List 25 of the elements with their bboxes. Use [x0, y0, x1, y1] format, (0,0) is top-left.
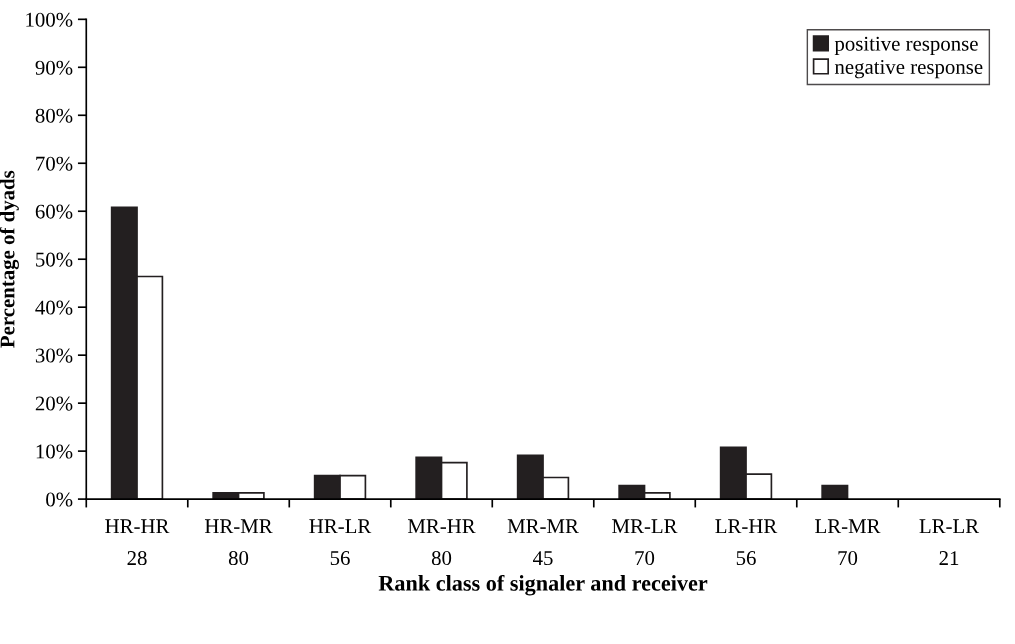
x-tick-label: LR-LR 21	[919, 519, 980, 565]
y-tick-label: 10%	[36, 444, 73, 459]
legend-label: positive response	[834, 36, 978, 56]
x-tick-label: MR-LR 70	[612, 519, 678, 566]
y-tick-label: 30%	[35, 348, 73, 363]
y-tick-label: 0%	[46, 492, 73, 507]
bar	[821, 484, 849, 500]
x-tick-label: HR-LR 56	[309, 519, 372, 566]
x-tick-label: MR-HR 80	[407, 519, 476, 566]
y-tick-label: 100%	[26, 12, 73, 27]
y-tick-label: 70%	[36, 156, 73, 171]
y-tick-label: 80%	[35, 108, 73, 123]
y-tick-label: 90%	[35, 60, 73, 75]
y-tick-label: 50%	[36, 252, 73, 267]
x-tick-label: LR-MR 70	[815, 519, 881, 566]
x-tick-label: HR-MR 80	[204, 519, 273, 566]
x-tick-label: MR-MR 45	[507, 519, 579, 566]
y-axis-title: Percentage of dyads	[0, 170, 19, 348]
x-tick-label: HR-HR 28	[105, 519, 170, 566]
x-axis-title: Rank class of signaler and receiver	[378, 574, 708, 596]
y-tick-label: 40%	[35, 300, 73, 315]
y-tick-label: 60%	[35, 204, 73, 219]
y-tick-label: 20%	[35, 396, 73, 411]
x-tick-label: LR-HR 56	[715, 519, 778, 566]
legend-label: negative response	[834, 59, 983, 79]
